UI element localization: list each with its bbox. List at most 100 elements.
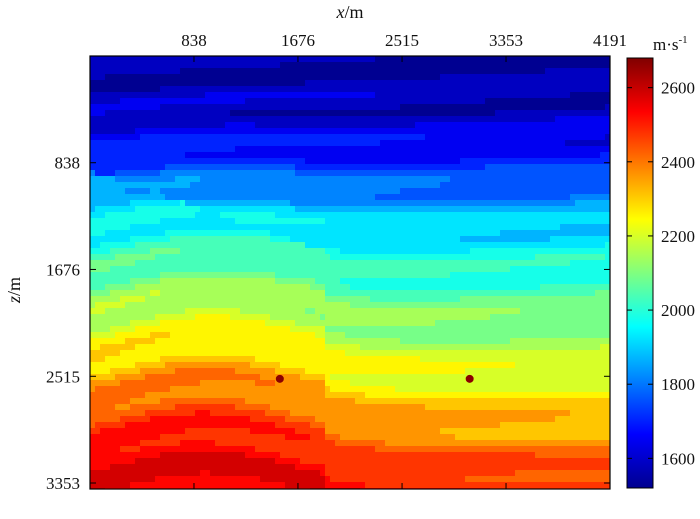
heatmap-cell [375, 146, 381, 153]
heatmap-cell [275, 122, 281, 129]
heatmap-cell [135, 266, 141, 273]
heatmap-cell [300, 122, 306, 129]
heatmap-cell [555, 116, 561, 123]
heatmap-cell [315, 248, 321, 255]
heatmap-cell [100, 194, 106, 201]
heatmap-cell [110, 332, 116, 339]
heatmap-cell [335, 338, 341, 345]
heatmap-cell [90, 290, 96, 297]
heatmap-cell [465, 272, 471, 279]
heatmap-cell [350, 242, 356, 249]
heatmap-cell [195, 80, 201, 87]
heatmap-cell [250, 218, 256, 225]
heatmap-cell [245, 80, 251, 87]
heatmap-cell [315, 74, 321, 81]
heatmap-cell [115, 104, 121, 111]
heatmap-cell [100, 212, 106, 219]
heatmap-cell [420, 56, 426, 63]
heatmap-cell [380, 146, 386, 153]
heatmap-cell [445, 128, 451, 135]
heatmap-cell [130, 230, 136, 237]
heatmap-cell [110, 218, 116, 225]
heatmap-cell [215, 230, 221, 237]
heatmap-cell [220, 56, 226, 63]
heatmap-cell [300, 170, 306, 177]
heatmap-cell [105, 320, 111, 327]
heatmap-cell [355, 290, 361, 297]
heatmap-cell [605, 98, 610, 105]
heatmap-cell [325, 152, 331, 159]
heatmap-cell [215, 266, 221, 273]
heatmap-cell [275, 296, 281, 303]
heatmap-cell [195, 194, 201, 201]
heatmap-cell [140, 308, 146, 315]
heatmap-cell [335, 272, 341, 279]
heatmap-cell [160, 188, 166, 195]
heatmap-cell [605, 338, 610, 345]
heatmap-cell [415, 80, 421, 87]
heatmap-cell [430, 92, 436, 99]
heatmap-cell [185, 338, 191, 345]
heatmap-cell [565, 134, 571, 141]
heatmap-cell [255, 290, 261, 297]
heatmap-cell [430, 260, 436, 267]
heatmap-cell [540, 278, 546, 285]
heatmap-cell [260, 230, 266, 237]
heatmap-cell [500, 158, 506, 165]
heatmap-cell [250, 254, 256, 261]
heatmap-cell [415, 248, 421, 255]
heatmap-cell [100, 218, 106, 225]
heatmap-cell [440, 56, 446, 63]
heatmap-cell [560, 284, 566, 291]
heatmap-cell [380, 164, 386, 171]
heatmap-cell [420, 80, 426, 87]
heatmap-cell [475, 266, 481, 273]
heatmap-cell [210, 74, 216, 81]
heatmap-cell [325, 290, 331, 297]
heatmap-cell [565, 212, 571, 219]
heatmap-cell [510, 110, 516, 117]
heatmap-cell [505, 254, 511, 261]
heatmap-cell [305, 134, 311, 141]
heatmap-cell [585, 230, 591, 237]
heatmap-cell [375, 92, 381, 99]
heatmap-cell [275, 140, 281, 147]
heatmap-cell [560, 92, 566, 99]
heatmap-cell [185, 254, 191, 261]
heatmap-cell [390, 80, 396, 87]
heatmap-cell [390, 260, 396, 267]
heatmap-cell [155, 128, 161, 135]
heatmap-cell [470, 272, 476, 279]
heatmap-cell [470, 140, 476, 147]
heatmap-cell [445, 338, 451, 345]
heatmap-cell [450, 320, 456, 327]
heatmap-cell [125, 62, 131, 69]
heatmap-cell [195, 332, 201, 339]
heatmap-cell [565, 188, 571, 195]
heatmap-cell [245, 98, 251, 105]
heatmap-cell [565, 236, 571, 243]
heatmap-cell [250, 134, 256, 141]
heatmap-cell [205, 254, 211, 261]
heatmap-cell [505, 86, 511, 93]
heatmap-cell [490, 188, 496, 195]
heatmap-cell [460, 86, 466, 93]
heatmap-cell [140, 332, 146, 339]
heatmap-cell [410, 296, 416, 303]
heatmap-cell [330, 260, 336, 267]
heatmap-cell [170, 296, 176, 303]
heatmap-cell [325, 338, 331, 345]
heatmap-cell [585, 152, 591, 159]
heatmap-cell [350, 182, 356, 189]
heatmap-cell [575, 296, 581, 303]
heatmap-cell [440, 290, 446, 297]
heatmap-cell [425, 302, 431, 309]
heatmap-cell [190, 86, 196, 93]
heatmap-cell [100, 224, 106, 231]
heatmap-cell [285, 146, 291, 153]
heatmap-cell [545, 164, 551, 171]
heatmap-cell [535, 230, 541, 237]
heatmap-cell [445, 260, 451, 267]
heatmap-cell [265, 68, 271, 75]
heatmap-cell [205, 326, 211, 333]
